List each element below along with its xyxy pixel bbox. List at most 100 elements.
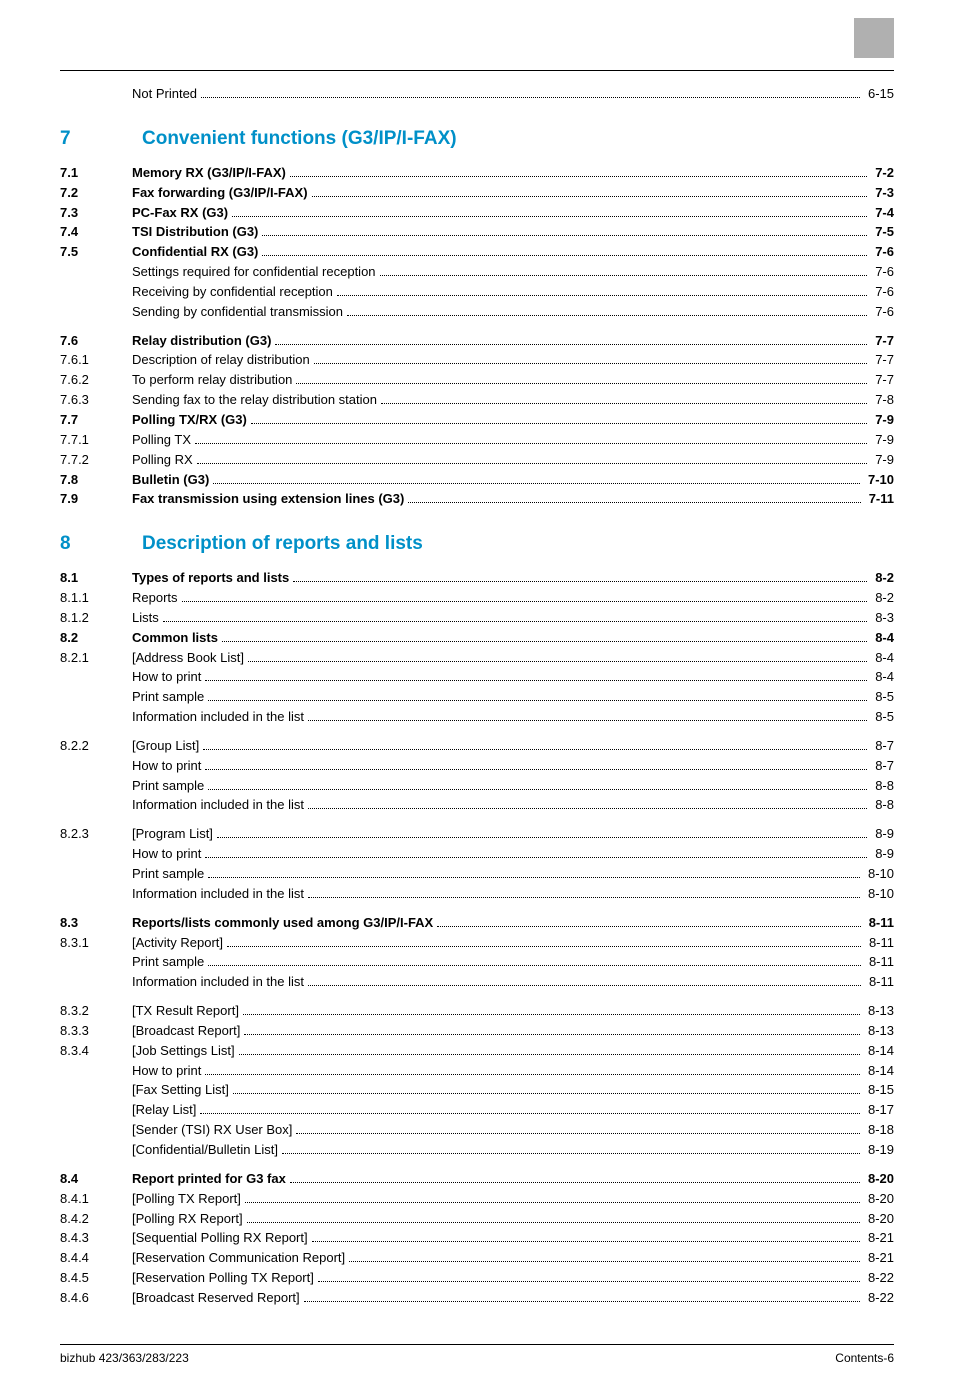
toc-page: 8-15 — [864, 1081, 894, 1100]
toc-leader — [182, 601, 868, 602]
toc-row: 7.5Confidential RX (G3)7-6 — [60, 243, 894, 262]
toc-leader — [232, 216, 867, 217]
toc-row: 7.6.3Sending fax to the relay distributi… — [60, 391, 894, 410]
toc-row: 8.4Report printed for G3 fax8-20 — [60, 1170, 894, 1189]
toc-title: Relay distribution (G3) — [132, 332, 271, 351]
toc-section-number: 7.6.2 — [60, 371, 132, 390]
toc-row: 7.6.2To perform relay distribution7-7 — [60, 371, 894, 390]
toc-row: 7.7.1Polling TX7-9 — [60, 431, 894, 450]
toc-title: [Group List] — [132, 737, 199, 756]
toc-leader — [200, 1113, 860, 1114]
toc-row: 8.2.1[Address Book List]8-4 — [60, 649, 894, 668]
toc-title: Print sample — [132, 777, 204, 796]
toc-section-number: 8.1.1 — [60, 589, 132, 608]
toc-leader — [208, 700, 867, 701]
toc-title: Information included in the list — [132, 973, 304, 992]
toc-leader — [208, 877, 860, 878]
toc-title: Not Printed — [132, 85, 197, 104]
toc-page: 6-15 — [864, 85, 894, 104]
toc-row: 8.3Reports/lists commonly used among G3/… — [60, 914, 894, 933]
toc-page: 8-11 — [865, 914, 894, 933]
toc-page: 7-11 — [865, 490, 894, 509]
chapter-title: Convenient functions (G3/IP/I-FAX) — [142, 128, 457, 150]
toc-leader — [262, 255, 867, 256]
toc-title: Reports/lists commonly used among G3/IP/… — [132, 914, 433, 933]
toc-section-number: 8.2.2 — [60, 737, 132, 756]
chapter-number: 7 — [60, 128, 120, 150]
toc-title: Sending by confidential transmission — [132, 303, 343, 322]
toc-row-orphan: Not Printed 6-15 — [132, 85, 894, 104]
toc-title: PC-Fax RX (G3) — [132, 204, 228, 223]
toc-row: 8.3.4[Job Settings List]8-14 — [60, 1042, 894, 1061]
toc-leader — [337, 295, 867, 296]
toc-row: 8.4.5[Reservation Polling TX Report] 8-22 — [60, 1269, 894, 1288]
toc-leader — [239, 1054, 860, 1055]
footer-left: bizhub 423/363/283/223 — [60, 1351, 189, 1365]
toc-section-number: 8.4 — [60, 1170, 132, 1189]
toc-row: 8.4.1[Polling TX Report]8-20 — [60, 1190, 894, 1209]
toc-page: 7-6 — [871, 283, 894, 302]
toc-section-number: 7.5 — [60, 243, 132, 262]
toc-leader — [195, 443, 867, 444]
toc-section-number: 8.4.4 — [60, 1249, 132, 1268]
toc-title: Settings required for confidential recep… — [132, 263, 376, 282]
toc-row: 8.4.2[Polling RX Report]8-20 — [60, 1210, 894, 1229]
toc-page: 8-14 — [864, 1042, 894, 1061]
page-container: Not Printed 6-15 7 Convenient functions (… — [0, 0, 954, 1395]
toc-title: Report printed for G3 fax — [132, 1170, 286, 1189]
toc-leader — [275, 344, 867, 345]
toc-row: 7.6.1Description of relay distribution7-… — [60, 351, 894, 370]
toc-leader — [244, 1034, 860, 1035]
toc-title: Print sample — [132, 865, 204, 884]
toc-title: [Polling TX Report] — [132, 1190, 241, 1209]
toc-section-number: 7.6 — [60, 332, 132, 351]
toc-page: 8-22 — [864, 1289, 894, 1308]
toc-page: 8-14 — [864, 1062, 894, 1081]
toc-leader — [408, 502, 860, 503]
toc-title: [Activity Report] — [132, 934, 223, 953]
toc-leader — [248, 661, 867, 662]
toc-page: 7-7 — [871, 351, 894, 370]
toc-leader — [308, 720, 867, 721]
chapter-number: 8 — [60, 533, 120, 555]
toc-section-number: 7.6.1 — [60, 351, 132, 370]
toc-leader — [290, 1182, 860, 1183]
toc-page: 8-10 — [864, 885, 894, 904]
footer-right: Contents-6 — [835, 1351, 894, 1365]
toc-page: 7-9 — [871, 451, 894, 470]
toc-row: 7.3PC-Fax RX (G3)7-4 — [60, 204, 894, 223]
toc-page: 7-2 — [871, 164, 894, 183]
toc-section-number: 7.7.2 — [60, 451, 132, 470]
toc-row: Print sample8-8 — [60, 777, 894, 796]
toc-section-number: 7.2 — [60, 184, 132, 203]
toc-row: 8.1Types of reports and lists8-2 — [60, 569, 894, 588]
toc-section-number: 8.4.2 — [60, 1210, 132, 1229]
toc-page: 8-9 — [871, 845, 894, 864]
toc-page: 8-17 — [864, 1101, 894, 1120]
toc-leader — [437, 926, 860, 927]
toc-title: [Address Book List] — [132, 649, 244, 668]
toc-title: [Confidential/Bulletin List] — [132, 1141, 278, 1160]
toc-page: 8-5 — [871, 688, 894, 707]
toc-leader — [208, 789, 867, 790]
toc-title: Print sample — [132, 688, 204, 707]
toc-page: 8-13 — [864, 1022, 894, 1041]
toc-section-number: 8.4.5 — [60, 1269, 132, 1288]
toc-leader — [381, 403, 867, 404]
toc-row: 8.4.3[Sequential Polling RX Report]8-21 — [60, 1229, 894, 1248]
toc-title: [Fax Setting List] — [132, 1081, 229, 1100]
toc-page: 8-22 — [864, 1269, 894, 1288]
toc-row: Sending by confidential transmission7-6 — [60, 303, 894, 322]
toc-page: 7-8 — [871, 391, 894, 410]
toc-page: 7-6 — [871, 263, 894, 282]
toc-row: How to print8-7 — [60, 757, 894, 776]
toc-page: 8-20 — [864, 1210, 894, 1229]
toc-row: 8.1.2Lists8-3 — [60, 609, 894, 628]
toc-section-number: 7.6.3 — [60, 391, 132, 410]
toc-row: Information included in the list8-11 — [60, 973, 894, 992]
toc-page: 8-2 — [871, 589, 894, 608]
toc-title: [Reservation Polling TX Report] — [132, 1269, 314, 1288]
toc-leader — [251, 423, 867, 424]
toc-leader — [312, 196, 868, 197]
toc-title: Polling TX/RX (G3) — [132, 411, 247, 430]
